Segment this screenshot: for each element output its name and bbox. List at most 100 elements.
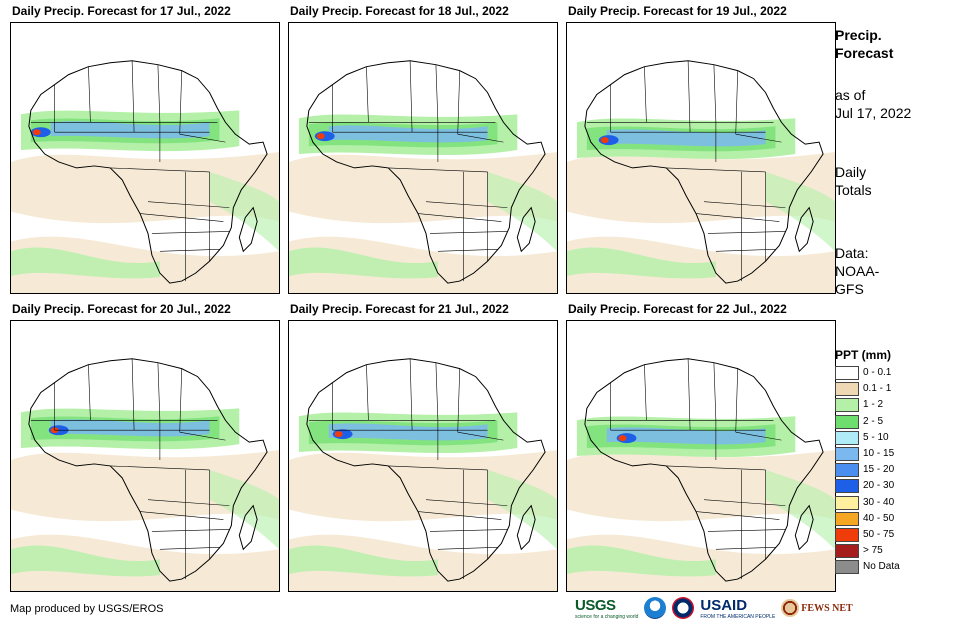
side-asof-line2: Jul 17, 2022 bbox=[835, 105, 912, 121]
logo-strip: USGS science for a changing world USAID … bbox=[575, 594, 853, 622]
map-credit: Map produced by USGS/EROS bbox=[10, 603, 164, 615]
country-border bbox=[735, 133, 782, 143]
legend-swatch bbox=[835, 382, 859, 397]
country-border bbox=[179, 133, 226, 143]
country-border bbox=[388, 465, 488, 471]
country-border bbox=[457, 133, 504, 143]
country-border bbox=[707, 231, 786, 234]
usgs-logo-text: USGS bbox=[575, 596, 616, 614]
panel-title: Daily Precip. Forecast for 17 Jul., 2022 bbox=[12, 4, 231, 18]
legend-title: PPT (mm) bbox=[835, 348, 892, 362]
country-border bbox=[437, 249, 498, 252]
legend-label: 0 - 0.1 bbox=[863, 367, 892, 378]
legend-swatch bbox=[835, 495, 859, 510]
africa-coastline bbox=[28, 358, 268, 582]
country-border bbox=[159, 249, 220, 252]
forecast-panel: Daily Precip. Forecast for 18 Jul., 2022 bbox=[288, 4, 558, 294]
country-border bbox=[735, 70, 739, 135]
africa-coastline bbox=[584, 358, 824, 582]
legend-label: 5 - 10 bbox=[863, 431, 889, 443]
precip-map bbox=[10, 320, 280, 592]
country-border bbox=[687, 358, 691, 431]
country-border bbox=[457, 368, 461, 433]
africa-map-svg bbox=[567, 358, 835, 591]
country-border bbox=[457, 70, 461, 135]
madagascar-outline bbox=[516, 504, 536, 551]
country-border bbox=[435, 64, 439, 123]
precip-map bbox=[288, 320, 558, 592]
country-border bbox=[644, 364, 647, 421]
country-border bbox=[147, 499, 230, 506]
country-border bbox=[366, 66, 369, 123]
country-border bbox=[179, 431, 226, 441]
country-border bbox=[437, 547, 498, 550]
country-border bbox=[707, 529, 786, 532]
madagascar-outline bbox=[238, 504, 258, 551]
country-border bbox=[735, 431, 782, 441]
side-heading: Precip. Forecast bbox=[835, 26, 893, 62]
legend-label: 0.1 - 1 bbox=[863, 383, 892, 395]
legend-swatch bbox=[835, 560, 859, 575]
side-totals: Daily Totals bbox=[835, 163, 872, 199]
country-border bbox=[703, 499, 786, 506]
country-border bbox=[435, 362, 439, 421]
africa-map-svg bbox=[289, 60, 557, 293]
legend-label: 30 - 40 bbox=[863, 496, 895, 508]
usaid-seal-icon bbox=[672, 597, 695, 619]
country-border bbox=[713, 362, 717, 421]
panel-title: Daily Precip. Forecast for 21 Jul., 2022 bbox=[290, 302, 509, 316]
legend-swatch bbox=[835, 511, 859, 526]
fews-logo-text: FEWS NET bbox=[801, 602, 853, 614]
country-border bbox=[735, 368, 739, 433]
country-border bbox=[366, 364, 369, 421]
legend-label: No Data bbox=[863, 561, 900, 573]
country-border bbox=[409, 60, 413, 133]
country-border bbox=[151, 231, 230, 234]
precip-map bbox=[566, 22, 836, 294]
country-border bbox=[425, 201, 508, 208]
country-border bbox=[666, 465, 766, 471]
africa-map-svg bbox=[11, 60, 279, 293]
legend-swatch bbox=[835, 398, 859, 413]
usaid-tagline: FROM THE AMERICAN PEOPLE bbox=[700, 613, 776, 620]
usgs-logo: USGS science for a changing world bbox=[575, 597, 638, 620]
side-data-source: Data: NOAA- GFS bbox=[835, 244, 879, 298]
precip-map bbox=[288, 22, 558, 294]
precip-map bbox=[10, 22, 280, 294]
country-border bbox=[157, 362, 161, 421]
africa-coastline bbox=[28, 60, 268, 284]
country-border bbox=[131, 60, 135, 133]
madagascar-outline bbox=[238, 206, 258, 253]
side-asof: as of Jul 17, 2022 bbox=[835, 86, 911, 122]
legend-swatch bbox=[835, 430, 859, 445]
side-data-line3: GFS bbox=[835, 281, 864, 297]
legend-label: 15 - 20 bbox=[863, 464, 895, 476]
legend-swatch bbox=[835, 366, 859, 380]
country-border bbox=[88, 66, 91, 123]
country-border bbox=[429, 529, 508, 532]
legend-swatch bbox=[835, 414, 859, 429]
country-border bbox=[409, 358, 413, 431]
fews-globe-icon bbox=[781, 599, 800, 617]
africa-coastline bbox=[306, 358, 546, 582]
country-border bbox=[88, 364, 91, 421]
usaid-logo: USAID FROM THE AMERICAN PEOPLE bbox=[700, 597, 775, 620]
side-totals-line2: Totals bbox=[835, 182, 872, 198]
country-border bbox=[147, 201, 230, 208]
legend-swatch bbox=[835, 544, 859, 559]
legend-label: > 75 bbox=[863, 545, 883, 557]
country-border bbox=[131, 358, 135, 431]
precip-map bbox=[566, 320, 836, 592]
side-data-line1: Data: bbox=[835, 245, 869, 261]
side-asof-line1: as of bbox=[835, 87, 866, 103]
country-border bbox=[159, 547, 220, 550]
forecast-panel: Daily Precip. Forecast for 21 Jul., 2022 bbox=[288, 302, 558, 592]
noaa-logo-icon bbox=[644, 597, 667, 619]
legend-label: 50 - 75 bbox=[863, 528, 895, 540]
madagascar-outline bbox=[794, 206, 814, 253]
country-border bbox=[151, 529, 230, 532]
side-data-line2: NOAA- bbox=[835, 263, 880, 279]
legend-label: 1 - 2 bbox=[863, 399, 884, 411]
country-border bbox=[179, 70, 183, 135]
country-border bbox=[666, 167, 766, 173]
